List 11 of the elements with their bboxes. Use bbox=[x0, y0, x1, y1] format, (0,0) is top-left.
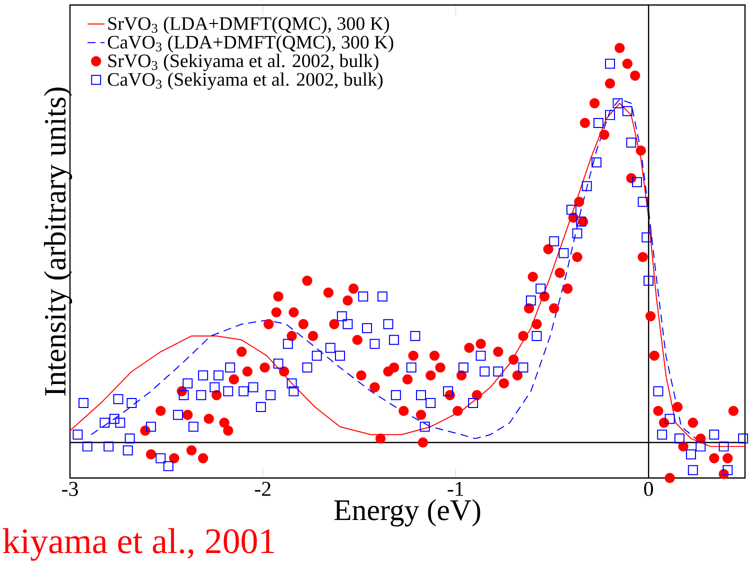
x-axis-title: Energy (eV) bbox=[334, 499, 480, 526]
y-axis-title: Intensity (arbitrary units) bbox=[44, 88, 72, 396]
legend-label: SrVO$_{3}$ (Sekiyama et al. 2002, bulk) bbox=[108, 54, 378, 72]
legend-label: CaVO$_{3}$ (LDA+DMFT(QMC), 300 K) bbox=[108, 35, 394, 52]
x-tick-label: -1 bbox=[448, 482, 464, 496]
x-tick-label: -3 bbox=[62, 482, 78, 496]
x-tick-label: 0 bbox=[644, 482, 654, 496]
x-tick-label: -2 bbox=[254, 482, 270, 496]
legend-label: SrVO$_{3}$ (LDA+DMFT(QMC), 300 K) bbox=[108, 16, 390, 34]
legend-label: CaVO$_{3}$ (Sekiyama et al. 2002, bulk) bbox=[108, 72, 383, 90]
text: kiyama et al., 2001 bbox=[2, 528, 274, 561]
